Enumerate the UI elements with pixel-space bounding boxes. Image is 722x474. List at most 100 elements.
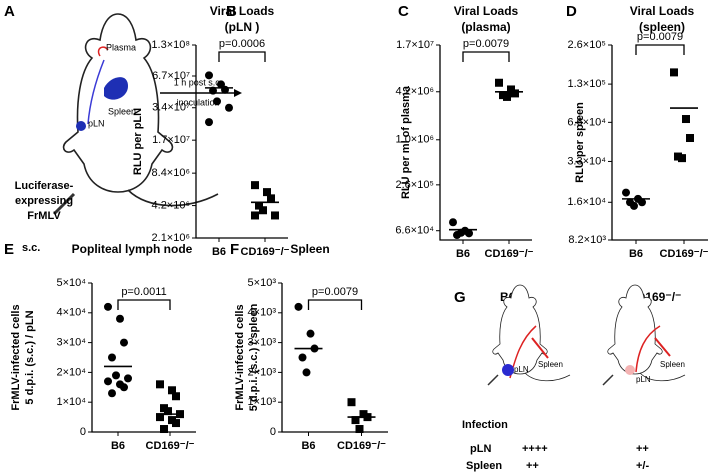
significance-bracket [218,51,266,62]
data-point [511,89,519,98]
route-line [531,337,549,359]
plasma-icon [97,46,109,57]
y-axis-label: RLU per spleen [574,102,586,183]
route-line [87,59,105,125]
data-point [630,201,638,210]
data-point [294,302,303,311]
row-value: ++ [636,443,649,455]
data-point [347,398,356,407]
data-point [255,201,263,210]
data-point [686,134,694,143]
y-tick-label: 5×10³ [248,277,277,289]
data-point [267,194,275,203]
arrow-label: inoculation [176,97,219,107]
y-tick-label: 1×10³ [248,396,277,408]
y-axis-label: RLU per ml of plasma [400,85,412,199]
data-point [306,329,315,338]
route-line [654,337,671,357]
significance-bracket [307,299,363,310]
data-point [164,407,172,416]
y-tick-label: 3.4×10⁷ [152,102,190,114]
panel-letter: C [398,3,409,20]
significance-bracket [117,299,171,310]
virus-label: Luciferase- [15,180,74,192]
y-tick-label: 2.6×10⁵ [567,39,606,51]
data-point [168,386,176,395]
y-axis-label: FrMLV-infected cells [10,304,22,410]
y-axis-label: 5 d.p.i. (s.c.) / spleen [248,303,260,411]
data-point [120,383,128,392]
p-value: p=0.0006 [219,38,265,50]
y-tick-label: 3.3×10⁴ [567,155,606,167]
y-axis-label: FrMLV-infected cells [234,304,246,410]
y-tick-label: 1.6×10⁴ [567,196,606,208]
pln-label: pLN [636,375,651,384]
data-point [351,416,360,425]
data-point [104,377,112,386]
data-point [172,419,180,428]
p-value: p=0.0011 [121,286,166,298]
x-tick-label: B6 [111,440,125,452]
y-tick-label: 1.3×10⁵ [567,78,606,90]
x-tick-label: B6 [456,248,470,260]
y-tick-label: 6.6×10⁴ [395,225,434,237]
arrow-head [234,89,242,97]
data-point [449,218,457,227]
y-tick-label: 3×10⁴ [56,337,86,349]
data-point [271,211,279,220]
data-point [670,68,678,77]
panel-letter: A [4,3,15,20]
spleen-label: Spleen [660,360,685,369]
spleen-label: Spleen [538,360,563,369]
pln-label: pLN [88,118,105,128]
plasma-label: Plasma [106,42,136,52]
panel-letter: G [454,289,466,306]
y-tick-label: 1×10⁴ [56,396,86,408]
data-point [156,380,164,389]
panel-letter: E [4,241,14,258]
panel-letter: B [226,3,237,20]
chart-title: (spleen) [639,20,685,34]
data-point [213,97,221,106]
y-tick-label: 4×10⁴ [56,307,86,319]
data-point [263,188,271,197]
x-tick-label: B6 [212,246,226,258]
row-label: Spleen [466,460,502,472]
y-tick-label: 1.3×10⁸ [151,39,190,51]
data-point [465,229,473,238]
data-point [124,374,132,383]
data-point [172,392,180,401]
y-tick-label: 0 [270,426,276,438]
infection-label: Infection [462,419,508,431]
arrow-label: 1 h post s.c. [174,77,223,87]
data-point [298,353,307,362]
chart-title: Spleen [290,242,329,256]
chart-title: Popliteal lymph node [72,242,193,256]
data-point [495,78,503,87]
data-point [116,314,124,323]
y-tick-label: 0 [80,426,86,438]
y-tick-label: 5×10⁴ [56,277,86,289]
route-label: s.c. [22,242,40,254]
row-value: ++ [526,460,539,472]
y-tick-label: 2×10³ [248,366,277,378]
chart-title: (pLN ) [225,20,260,34]
data-point [251,211,259,220]
data-point [221,85,229,94]
data-point [108,389,116,398]
panel-letter: F [230,241,239,258]
y-tick-label: 1.7×10⁷ [152,134,190,146]
data-point [225,103,233,112]
y-tick-label: 4.2×10⁶ [152,199,190,211]
x-tick-label: CD169⁻/⁻ [337,440,386,452]
row-label: pLN [470,443,491,455]
data-point [678,154,686,163]
data-point [160,425,168,434]
y-tick-label: 4.2×10⁶ [396,86,434,98]
y-tick-label: 6.7×10⁷ [152,70,190,82]
y-tick-label: 1.7×10⁷ [396,39,434,51]
spleen-icon [104,77,128,100]
axis [439,45,532,241]
data-point [259,206,267,215]
